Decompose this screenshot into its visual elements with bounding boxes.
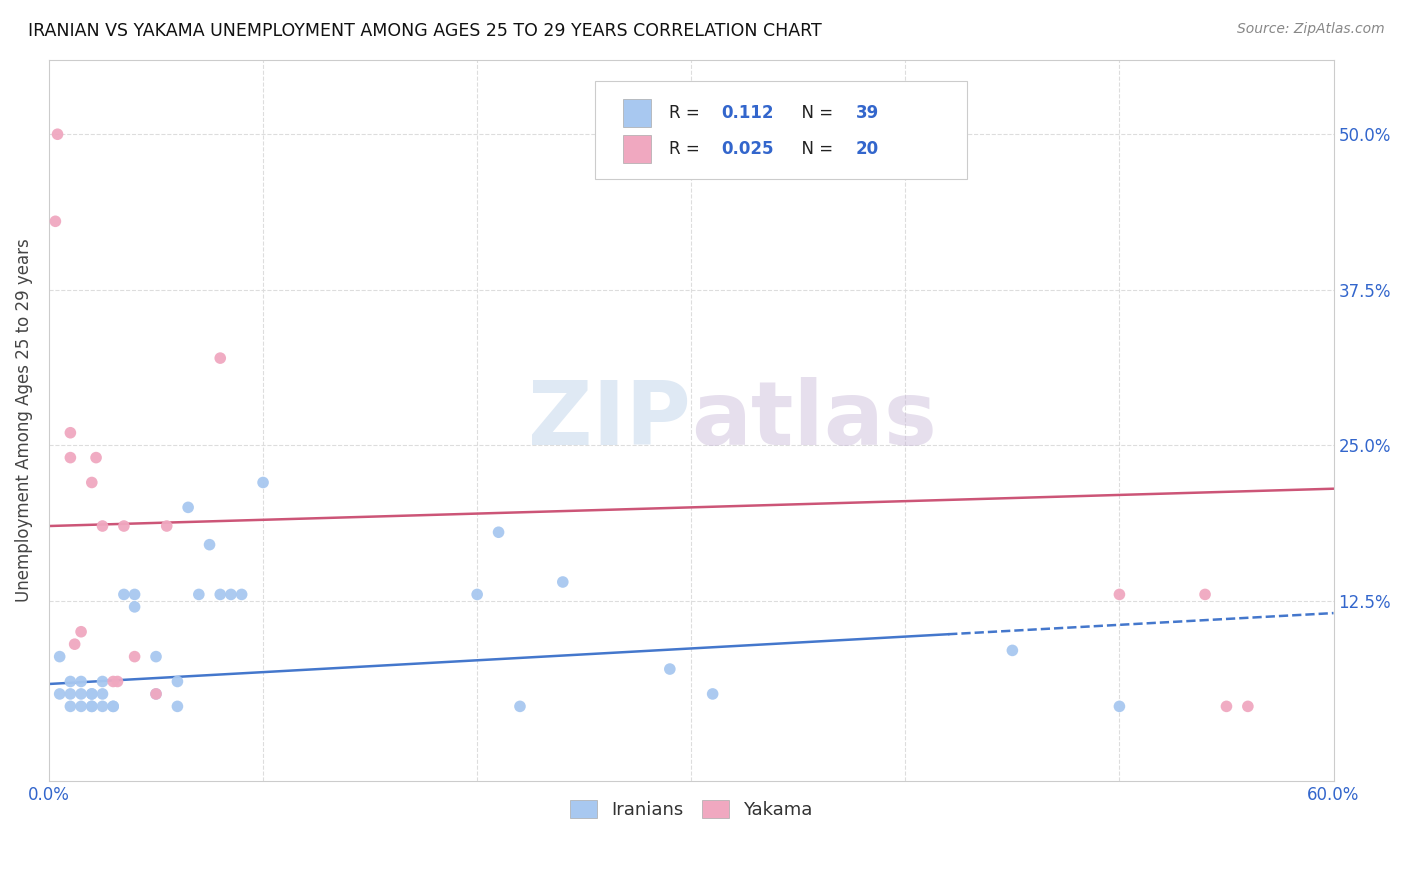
Point [48,649,70,664]
Point [80,699,103,714]
Point [145,687,167,701]
Point [145,687,167,701]
Point [209,587,232,601]
FancyBboxPatch shape [623,136,651,162]
Point [103,674,125,689]
Point [107,674,129,689]
Point [80,699,103,714]
Point [59,699,82,714]
Point [509,699,531,714]
Point [91,674,114,689]
Point [84,450,107,465]
Point [59,450,82,465]
Text: atlas: atlas [692,376,938,464]
Point [124,599,146,614]
Point [124,587,146,601]
Point [103,699,125,714]
Point [44,214,66,228]
Point [252,475,274,490]
Point [551,574,574,589]
Point [70,674,93,689]
Point [166,674,188,689]
Point [1215,699,1237,714]
Point [198,538,221,552]
Point [1237,699,1260,714]
Point [70,687,93,701]
Point [59,674,82,689]
Point [46,127,69,141]
Point [187,587,209,601]
Point [658,662,681,676]
Point [91,519,114,533]
Point [219,587,242,601]
Point [112,519,135,533]
Point [124,649,146,664]
Point [80,687,103,701]
Point [1194,587,1216,601]
Point [112,587,135,601]
Text: IRANIAN VS YAKAMA UNEMPLOYMENT AMONG AGES 25 TO 29 YEARS CORRELATION CHART: IRANIAN VS YAKAMA UNEMPLOYMENT AMONG AGE… [28,22,823,40]
Point [166,699,188,714]
Point [80,687,103,701]
Point [70,624,93,639]
Point [91,687,114,701]
Point [91,699,114,714]
Text: 39: 39 [856,104,879,122]
Point [209,351,232,365]
Point [59,425,82,440]
Point [145,649,167,664]
Point [465,587,488,601]
Y-axis label: Unemployment Among Ages 25 to 29 years: Unemployment Among Ages 25 to 29 years [15,238,32,602]
Text: Source: ZipAtlas.com: Source: ZipAtlas.com [1237,22,1385,37]
Text: ZIP: ZIP [529,376,692,464]
FancyBboxPatch shape [623,99,651,127]
Text: 0.112: 0.112 [721,104,773,122]
Point [231,587,253,601]
Legend: Iranians, Yakama: Iranians, Yakama [562,792,820,826]
FancyBboxPatch shape [595,81,967,178]
Point [177,500,200,515]
Text: N =: N = [792,104,839,122]
Point [1001,643,1024,657]
Point [1108,587,1130,601]
Point [70,699,93,714]
Point [80,475,103,490]
Point [59,687,82,701]
Text: R =: R = [669,140,706,158]
Point [63,637,86,651]
Text: 20: 20 [856,140,879,158]
Point [103,699,125,714]
Point [1108,699,1130,714]
Point [488,525,510,540]
Text: N =: N = [792,140,839,158]
Text: 0.025: 0.025 [721,140,773,158]
Point [48,687,70,701]
Point [702,687,724,701]
Point [156,519,179,533]
Text: R =: R = [669,104,706,122]
